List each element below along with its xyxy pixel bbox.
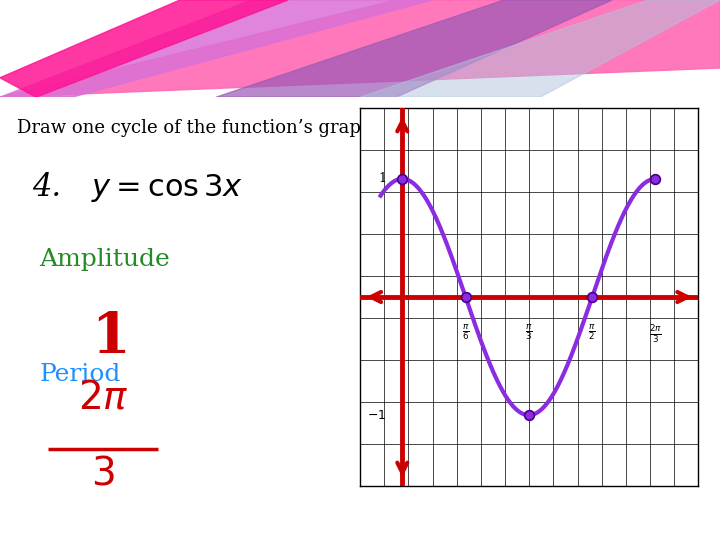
Polygon shape xyxy=(360,0,720,97)
Text: Amplitude: Amplitude xyxy=(40,248,171,271)
Polygon shape xyxy=(0,0,720,97)
Text: $\frac{2\pi}{3}$: $\frac{2\pi}{3}$ xyxy=(649,323,662,345)
Text: $y = \cos 3x$: $y = \cos 3x$ xyxy=(91,172,243,205)
Polygon shape xyxy=(0,0,432,97)
Polygon shape xyxy=(0,0,288,97)
Text: $-1$: $-1$ xyxy=(367,409,387,422)
Text: 1: 1 xyxy=(91,310,130,364)
Text: Period: Period xyxy=(40,363,121,386)
Text: 4.: 4. xyxy=(32,172,60,204)
Text: $3$: $3$ xyxy=(91,456,114,493)
Text: $\frac{\pi}{6}$: $\frac{\pi}{6}$ xyxy=(462,323,469,342)
Text: 1: 1 xyxy=(379,172,387,185)
Text: $2\pi$: $2\pi$ xyxy=(78,379,128,416)
Text: $\frac{\pi}{3}$: $\frac{\pi}{3}$ xyxy=(525,323,533,342)
Text: Draw one cycle of the function’s graph.: Draw one cycle of the function’s graph. xyxy=(17,119,379,137)
Text: $\frac{\pi}{2}$: $\frac{\pi}{2}$ xyxy=(588,323,596,342)
Polygon shape xyxy=(216,0,612,97)
